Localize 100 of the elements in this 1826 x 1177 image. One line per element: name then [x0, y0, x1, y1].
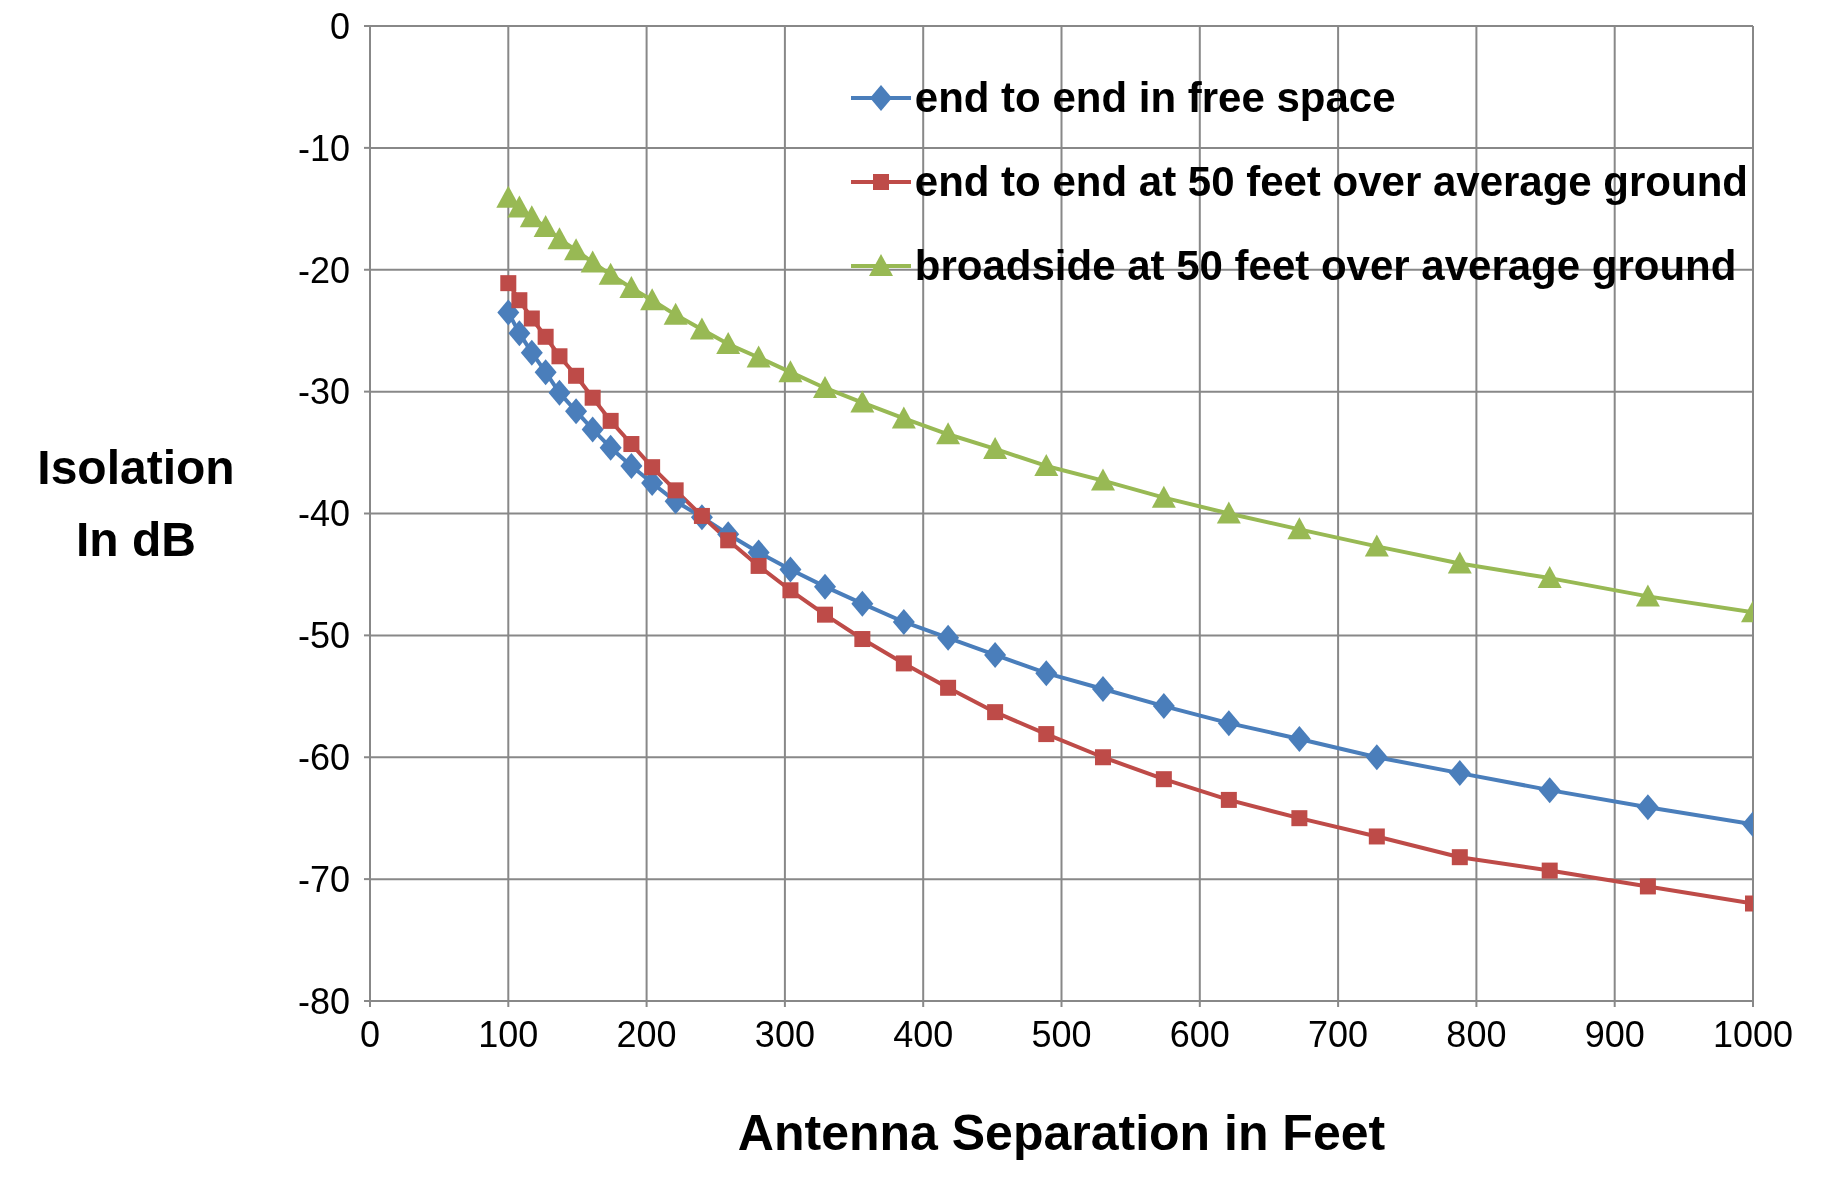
y-tick-label: -60 [297, 737, 350, 779]
point [663, 302, 688, 325]
point [1636, 794, 1659, 821]
point [779, 556, 802, 583]
point [598, 262, 623, 285]
point [1220, 791, 1237, 808]
point [1151, 485, 1176, 508]
point [523, 310, 540, 327]
x-axis-title: Antenna Separation in Feet [737, 1105, 1386, 1161]
point [1091, 676, 1114, 702]
legend-label: end to end at 50 feet over average ground [914, 158, 1748, 206]
point [1287, 517, 1312, 540]
point [537, 328, 554, 345]
point [987, 704, 1004, 721]
y-tick-label: -50 [297, 615, 350, 657]
point [984, 641, 1007, 668]
x-tick-label: 1000 [1712, 1013, 1794, 1055]
point [1639, 878, 1656, 895]
point [891, 406, 916, 429]
point [640, 288, 665, 311]
legend-label: broadside at 50 feet over average ground [914, 242, 1737, 290]
point [782, 582, 799, 599]
point [500, 275, 517, 292]
point [580, 250, 605, 273]
x-tick-label: 200 [616, 1013, 677, 1055]
x-tick-label: 800 [1446, 1013, 1507, 1055]
point [851, 590, 874, 617]
point [644, 459, 661, 476]
point [1216, 501, 1241, 524]
point [1291, 810, 1308, 827]
x-tick-label: 100 [478, 1013, 539, 1055]
point [602, 412, 619, 429]
y-tick-label: -80 [297, 980, 350, 1022]
point [1541, 862, 1558, 879]
point [1094, 749, 1111, 766]
point [817, 606, 834, 623]
point [1217, 710, 1240, 737]
point [548, 379, 571, 406]
point [1368, 828, 1385, 845]
point [1447, 551, 1472, 574]
y-tick-label: -20 [297, 249, 350, 291]
x-tick-label: 300 [754, 1013, 815, 1055]
point [1635, 584, 1660, 607]
point [620, 452, 643, 479]
point [520, 339, 543, 366]
y-tick-label: 0 [329, 5, 350, 47]
point [1537, 566, 1562, 589]
point [519, 205, 544, 228]
point [599, 434, 622, 461]
point [850, 390, 875, 413]
point [1365, 744, 1388, 771]
point [581, 416, 604, 443]
point [564, 238, 589, 261]
point [511, 292, 528, 309]
point [750, 557, 767, 574]
point [778, 360, 803, 383]
point [1451, 849, 1468, 866]
point [565, 398, 588, 425]
x-tick-label: 500 [1031, 1013, 1092, 1055]
point [813, 375, 838, 398]
point [1034, 453, 1059, 476]
x-tick-label: 700 [1308, 1013, 1369, 1055]
point [983, 436, 1008, 459]
point [720, 532, 737, 549]
y-tick-label: -70 [297, 858, 350, 900]
point [584, 389, 601, 406]
point [551, 348, 568, 365]
point [508, 320, 531, 347]
x-tick-label: 400 [893, 1013, 954, 1055]
x-tick-label: 0 [359, 1013, 381, 1055]
y-tick-label: -10 [297, 127, 350, 169]
point [854, 631, 871, 648]
point [936, 422, 961, 445]
point [716, 332, 741, 355]
point [746, 345, 771, 368]
point [895, 655, 912, 672]
point [619, 276, 644, 299]
point [1538, 777, 1561, 804]
point [534, 359, 557, 386]
point [1288, 725, 1311, 752]
point [1364, 534, 1389, 557]
point [1152, 693, 1175, 720]
point [547, 227, 572, 250]
point [667, 482, 684, 499]
point [1035, 660, 1058, 687]
point [533, 215, 558, 238]
point [814, 573, 837, 600]
point [1155, 771, 1172, 788]
point [940, 679, 957, 696]
y-tick-label: -30 [297, 371, 350, 413]
point [1038, 726, 1055, 743]
point [568, 367, 585, 384]
point [1090, 468, 1115, 491]
point [937, 624, 960, 651]
y-tick-label: -40 [297, 493, 350, 535]
point [892, 608, 915, 635]
point [497, 299, 520, 326]
legend-label: end to end in free space [914, 74, 1396, 122]
point [1448, 760, 1471, 787]
point [623, 436, 640, 453]
